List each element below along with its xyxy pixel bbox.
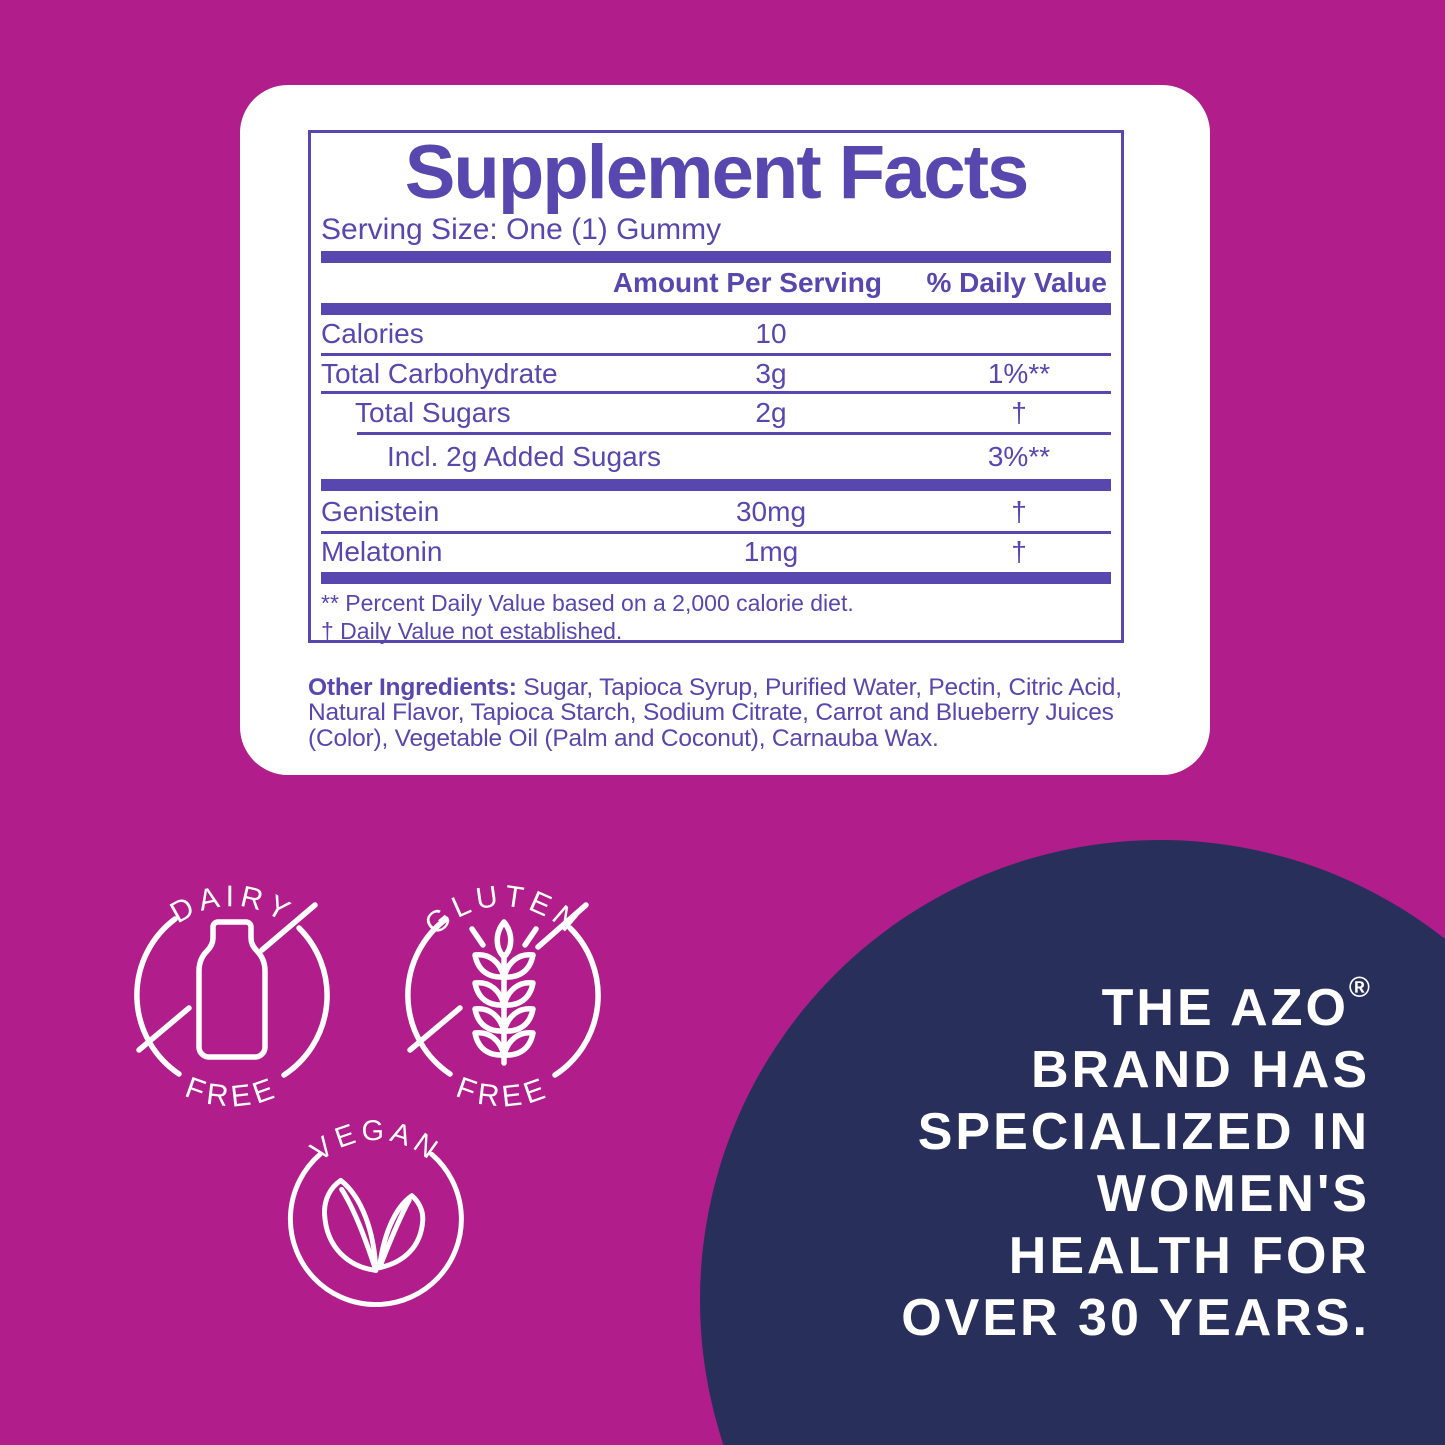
supplement-card: Supplement Facts Serving Size: One (1) G… xyxy=(240,85,1210,775)
table-row-total-carbohydrate: Total Carbohydrate 3g 1%** xyxy=(321,356,1111,391)
row-daily-value: † xyxy=(1011,397,1027,428)
crossed-circle xyxy=(405,902,601,1078)
tagline-line: SPECIALIZED IN xyxy=(917,1103,1370,1161)
footnote-not-established: † Daily Value not established. xyxy=(321,618,623,644)
table-row-added-sugars: Incl. 2g Added Sugars 3%** xyxy=(321,435,1111,479)
row-amount: 10 xyxy=(755,318,787,349)
row-name: Melatonin xyxy=(321,536,443,567)
row-daily-value: 1%** xyxy=(987,357,1051,389)
row-amount: 1mg xyxy=(743,536,799,567)
separator-thin xyxy=(321,391,1111,394)
separator-thin-indented xyxy=(357,432,1111,435)
amount-per-serving-header: Amount Per Serving xyxy=(612,267,882,298)
tagline-line: HEALTH FOR xyxy=(1008,1227,1370,1285)
row-amount: 3g xyxy=(755,357,787,389)
separator-thin xyxy=(321,353,1111,356)
badge-top-label: GLUTEN xyxy=(419,880,588,942)
supplement-facts-title: Supplement Facts xyxy=(404,130,1030,215)
row-name: Calories xyxy=(321,318,424,349)
tagline-line: OVER 30 YEARS. xyxy=(901,1289,1370,1347)
other-ingredients-label: Other Ingredients: xyxy=(308,673,517,701)
circle-outline xyxy=(287,1151,464,1308)
registered-trademark: ® xyxy=(1348,972,1370,1004)
row-name: Genistein xyxy=(321,496,440,527)
separator-thick xyxy=(321,479,1111,491)
tagline-line: WOMEN'S xyxy=(1096,1165,1370,1223)
table-row-genistein: Genistein 30mg † xyxy=(321,493,1111,531)
leaves-icon xyxy=(322,1177,426,1273)
row-name: Total Sugars xyxy=(355,397,511,428)
footnotes: ** Percent Daily Value based on a 2,000 … xyxy=(321,589,854,645)
row-daily-value: 3%** xyxy=(987,441,1051,472)
tagline-line: THE AZO® xyxy=(1101,972,1370,1037)
crossed-circle xyxy=(134,902,330,1078)
wheat-icon xyxy=(469,919,539,1066)
milk-bottle-icon xyxy=(196,919,268,1060)
dairy-free-badge: DAIRY FREE xyxy=(101,865,361,1125)
table-row-calories: Calories 10 xyxy=(321,315,1111,353)
badge-top-label: VEGAN xyxy=(305,1115,447,1168)
row-amount: 2g xyxy=(755,397,787,428)
row-name: Total Carbohydrate xyxy=(321,357,558,389)
daily-value-header: % Daily Value xyxy=(926,267,1107,298)
row-amount: 30mg xyxy=(735,496,807,527)
supplement-facts-box: Supplement Facts Serving Size: One (1) G… xyxy=(308,130,1124,645)
row-name: Incl. 2g Added Sugars xyxy=(387,441,661,472)
serving-size: Serving Size: One (1) Gummy xyxy=(321,213,722,246)
separator-thick xyxy=(321,572,1111,584)
row-daily-value: † xyxy=(1011,536,1027,567)
separator-thin xyxy=(321,531,1111,534)
separator-thick xyxy=(321,303,1111,315)
tagline-line: BRAND HAS xyxy=(1031,1041,1370,1099)
table-row-total-sugars: Total Sugars 2g † xyxy=(321,394,1111,432)
brand-tagline: THE AZO® BRAND HAS SPECIALIZED IN WOMEN'… xyxy=(901,957,1370,1349)
other-ingredients-text: Sugar, Tapioca Syrup, Purified Water, Pe… xyxy=(308,673,1122,752)
separator-thick xyxy=(321,251,1111,263)
row-daily-value: † xyxy=(1011,496,1027,527)
vegan-badge: VEGAN xyxy=(258,1103,492,1337)
gluten-free-badge: GLUTEN FREE xyxy=(372,865,632,1125)
table-row-melatonin: Melatonin 1mg † xyxy=(321,534,1111,570)
footnote-daily-value: ** Percent Daily Value based on a 2,000 … xyxy=(321,590,854,616)
other-ingredients: Other Ingredients: Sugar, Tapioca Syrup,… xyxy=(308,673,1186,752)
